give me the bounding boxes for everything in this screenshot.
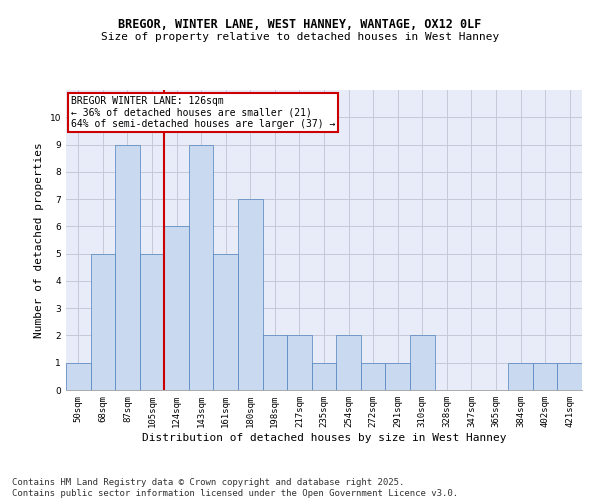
- Bar: [336, 336, 361, 390]
- Text: BREGOR WINTER LANE: 126sqm
← 36% of detached houses are smaller (21)
64% of semi: BREGOR WINTER LANE: 126sqm ← 36% of deta…: [71, 96, 335, 129]
- Bar: [263, 336, 287, 390]
- Bar: [189, 144, 214, 390]
- Bar: [287, 336, 312, 390]
- Y-axis label: Number of detached properties: Number of detached properties: [34, 142, 44, 338]
- Bar: [410, 336, 434, 390]
- Bar: [557, 362, 582, 390]
- Bar: [140, 254, 164, 390]
- Bar: [312, 362, 336, 390]
- Bar: [115, 144, 140, 390]
- X-axis label: Distribution of detached houses by size in West Hanney: Distribution of detached houses by size …: [142, 432, 506, 442]
- Bar: [91, 254, 115, 390]
- Text: BREGOR, WINTER LANE, WEST HANNEY, WANTAGE, OX12 0LF: BREGOR, WINTER LANE, WEST HANNEY, WANTAG…: [118, 18, 482, 30]
- Text: Contains HM Land Registry data © Crown copyright and database right 2025.
Contai: Contains HM Land Registry data © Crown c…: [12, 478, 458, 498]
- Bar: [361, 362, 385, 390]
- Bar: [533, 362, 557, 390]
- Bar: [66, 362, 91, 390]
- Bar: [214, 254, 238, 390]
- Bar: [238, 199, 263, 390]
- Text: Size of property relative to detached houses in West Hanney: Size of property relative to detached ho…: [101, 32, 499, 42]
- Bar: [385, 362, 410, 390]
- Bar: [164, 226, 189, 390]
- Bar: [508, 362, 533, 390]
